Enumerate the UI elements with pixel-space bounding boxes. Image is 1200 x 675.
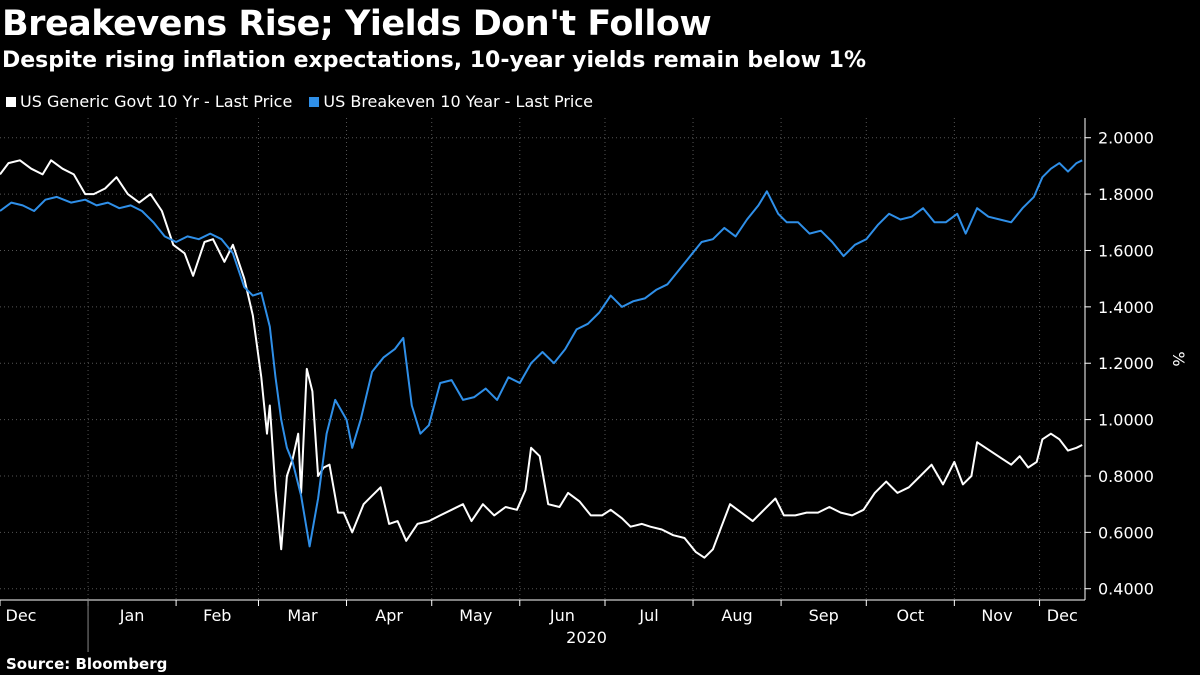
x-tick-label: Dec [6, 606, 37, 625]
x-tick-label: Oct [896, 606, 924, 625]
y-tick-label: 0.8000 [1098, 467, 1154, 486]
source-note: Source: Bloomberg [6, 655, 168, 673]
chart-title: Breakevens Rise; Yields Don't Follow [2, 4, 712, 44]
y-tick-label: 1.6000 [1098, 241, 1154, 260]
legend-label-breakeven: US Breakeven 10 Year - Last Price [323, 92, 593, 111]
legend-swatch-breakeven [309, 97, 320, 107]
legend-item-breakeven: US Breakeven 10 Year - Last Price [309, 92, 593, 111]
x-tick-label: Nov [981, 606, 1012, 625]
y-tick-label: 1.0000 [1098, 411, 1154, 430]
legend: US Generic Govt 10 Yr - Last Price US Br… [6, 92, 605, 111]
x-tick-label: Dec [1047, 606, 1078, 625]
x-tick-label: Apr [375, 606, 403, 625]
legend-item-yield: US Generic Govt 10 Yr - Last Price [6, 92, 292, 111]
x-year-label: 2020 [566, 628, 607, 647]
series-line-yield [0, 159, 1083, 559]
series-line-breakeven [0, 159, 1083, 548]
x-tick-label: Jan [119, 606, 145, 625]
x-tick-label: Jun [549, 606, 575, 625]
y-tick-label: 1.2000 [1098, 354, 1154, 373]
y-tick-label: 1.8000 [1098, 185, 1154, 204]
x-tick-label: Jul [638, 606, 658, 625]
chart-subtitle: Despite rising inflation expectations, 1… [2, 48, 867, 73]
x-tick-label: May [459, 606, 492, 625]
x-tick-label: Sep [809, 606, 839, 625]
legend-label-yield: US Generic Govt 10 Yr - Last Price [20, 92, 293, 111]
legend-swatch-yield [6, 97, 16, 107]
y-tick-label: 2.0000 [1098, 129, 1154, 148]
x-tick-label: Aug [721, 606, 752, 625]
y-axis-title: % [1169, 351, 1188, 366]
x-tick-label: Feb [203, 606, 231, 625]
y-tick-label: 1.4000 [1098, 298, 1154, 317]
y-tick-label: 0.6000 [1098, 523, 1154, 542]
x-tick-label: Mar [287, 606, 318, 625]
y-tick-label: 0.4000 [1098, 580, 1154, 599]
